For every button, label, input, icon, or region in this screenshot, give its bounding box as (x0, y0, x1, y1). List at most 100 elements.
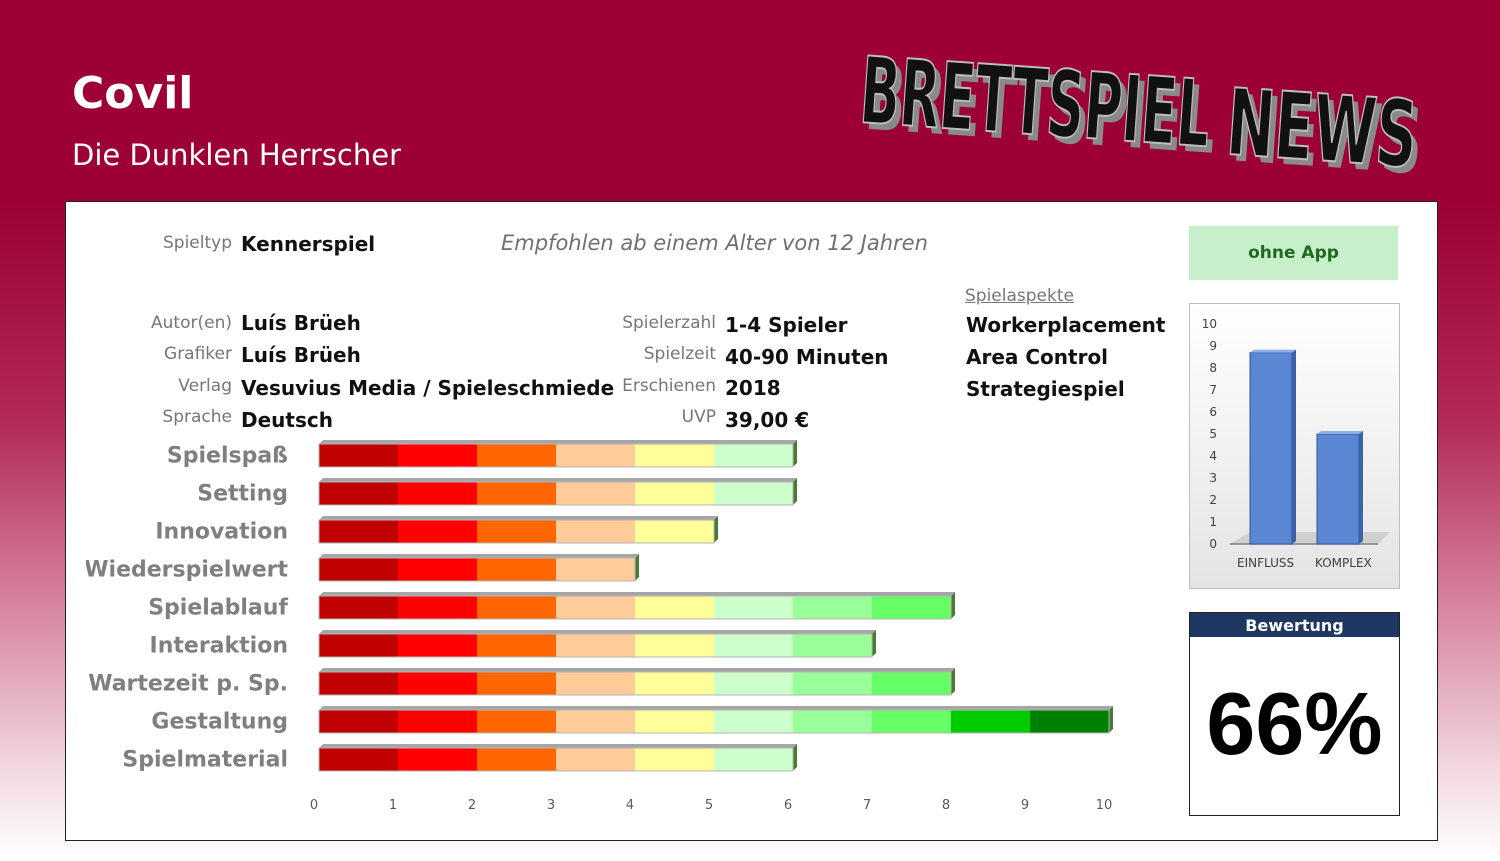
bar-segment (714, 482, 793, 505)
bar-segment (319, 710, 398, 733)
sprache-value: Deutsch (241, 408, 333, 432)
spielerzahl-value: 1-4 Spieler (725, 313, 848, 337)
x-tick-label: 4 (626, 798, 634, 813)
column-side (1292, 349, 1296, 544)
bar-segment (319, 672, 398, 695)
spieltyp-value: Kennerspiel (241, 232, 376, 256)
bar-segment (872, 710, 951, 733)
bar-end-cap (793, 440, 797, 467)
bar-top-face (319, 630, 876, 634)
bar-segment (556, 710, 635, 733)
logo-text-right: NEWS (1224, 69, 1421, 189)
ratings-bar-chart: Spielspaß Setting Innovation Wiederspielwer… (86, 440, 1113, 813)
sprache-label: Sprache (162, 407, 232, 427)
bar-outline (318, 443, 794, 468)
bar-segment (556, 672, 635, 695)
bar-segment (635, 596, 714, 619)
rating-bar (318, 440, 797, 468)
y-tick-label: 2 (1209, 493, 1217, 507)
bar-segment (635, 710, 714, 733)
rating-bar (318, 630, 876, 658)
bar-segment (714, 672, 793, 695)
bar-segment (635, 672, 714, 695)
bar-segment (951, 710, 1030, 733)
logo-shadow-left: BRETTSPIEL (862, 44, 1219, 175)
column-side (1359, 431, 1363, 544)
x-tick-label: 3 (547, 798, 555, 813)
bar-outline (318, 481, 794, 506)
bar-segment (556, 558, 635, 581)
bar-segment (1030, 710, 1109, 733)
bar-segment (714, 596, 793, 619)
y-tick-label: 10 (1202, 317, 1217, 331)
age-recommendation: Empfohlen ab einem Alter von 12 Jahren (501, 231, 928, 255)
bar-segment (793, 634, 872, 657)
bar-segment (477, 444, 556, 467)
bar-segment (714, 444, 793, 467)
rating-bar (318, 744, 797, 772)
bar-top-face (319, 440, 797, 444)
rating-bar (318, 592, 955, 620)
game-title: Covil (72, 68, 194, 119)
verlag-label: Verlag (178, 376, 232, 396)
game-subtitle: Die Dunklen Herrscher (72, 138, 402, 172)
category-label: KOMPLEX (1315, 556, 1372, 570)
category-label: Spielablauf (148, 596, 288, 621)
column-face (1249, 352, 1293, 545)
bar-segment (319, 558, 398, 581)
bar-segment (714, 710, 793, 733)
bar-segment (556, 634, 635, 657)
bar-top-face (319, 706, 1113, 710)
aspect-item: Strategiespiel (966, 377, 1125, 401)
bar-segment (556, 748, 635, 771)
autor-label: Autor(en) (151, 313, 232, 333)
bar-segment (793, 596, 872, 619)
bar-end-cap (951, 592, 955, 619)
bar-segment (477, 634, 556, 657)
y-tick-label: 4 (1209, 449, 1217, 463)
aspect-item: Workerplacement (966, 313, 1166, 337)
bar-segment (793, 672, 872, 695)
category-label: Spielspaß (167, 444, 288, 469)
erschienen-label: Erschienen (622, 376, 716, 396)
bar-outline (318, 633, 873, 658)
column-bar (1249, 349, 1296, 545)
bar-segment (398, 748, 477, 771)
x-tick-label: 6 (784, 798, 792, 813)
rating-bar (318, 478, 797, 506)
spielzeit-value: 40-90 Minuten (725, 345, 889, 369)
bar-end-cap (714, 516, 718, 543)
bar-segment (398, 558, 477, 581)
rating-bar (318, 516, 718, 544)
bar-segment (556, 596, 635, 619)
category-label: Setting (197, 482, 288, 507)
verlag-value: Vesuvius Media / Spieleschmiede (241, 376, 615, 400)
column-bar (1316, 431, 1363, 545)
rating-bar (318, 668, 955, 696)
x-tick-label: 0 (310, 798, 318, 813)
bar-segment (477, 710, 556, 733)
bar-segment (477, 672, 556, 695)
y-tick-label: 5 (1209, 427, 1217, 441)
bar-segment (398, 482, 477, 505)
bar-segment (398, 672, 477, 695)
bar-segment (793, 710, 872, 733)
x-tick-label: 2 (468, 798, 476, 813)
category-label: Gestaltung (151, 710, 288, 735)
bar-segment (398, 596, 477, 619)
bar-segment (477, 558, 556, 581)
bar-segment (319, 634, 398, 657)
score-box: Bewertung 66% (1189, 612, 1400, 816)
bar-segment (714, 634, 793, 657)
category-label: EINFLUSS (1237, 556, 1294, 570)
y-tick-label: 1 (1209, 515, 1217, 529)
bar-segment (477, 596, 556, 619)
bar-segment (556, 482, 635, 505)
bar-segment (872, 672, 951, 695)
app-badge: ohne App (1189, 226, 1398, 280)
bar-top-face (319, 516, 718, 520)
bar-top-face (319, 554, 639, 558)
category-label: Innovation (155, 520, 288, 545)
x-tick-label: 7 (863, 798, 871, 813)
bar-segment (714, 748, 793, 771)
